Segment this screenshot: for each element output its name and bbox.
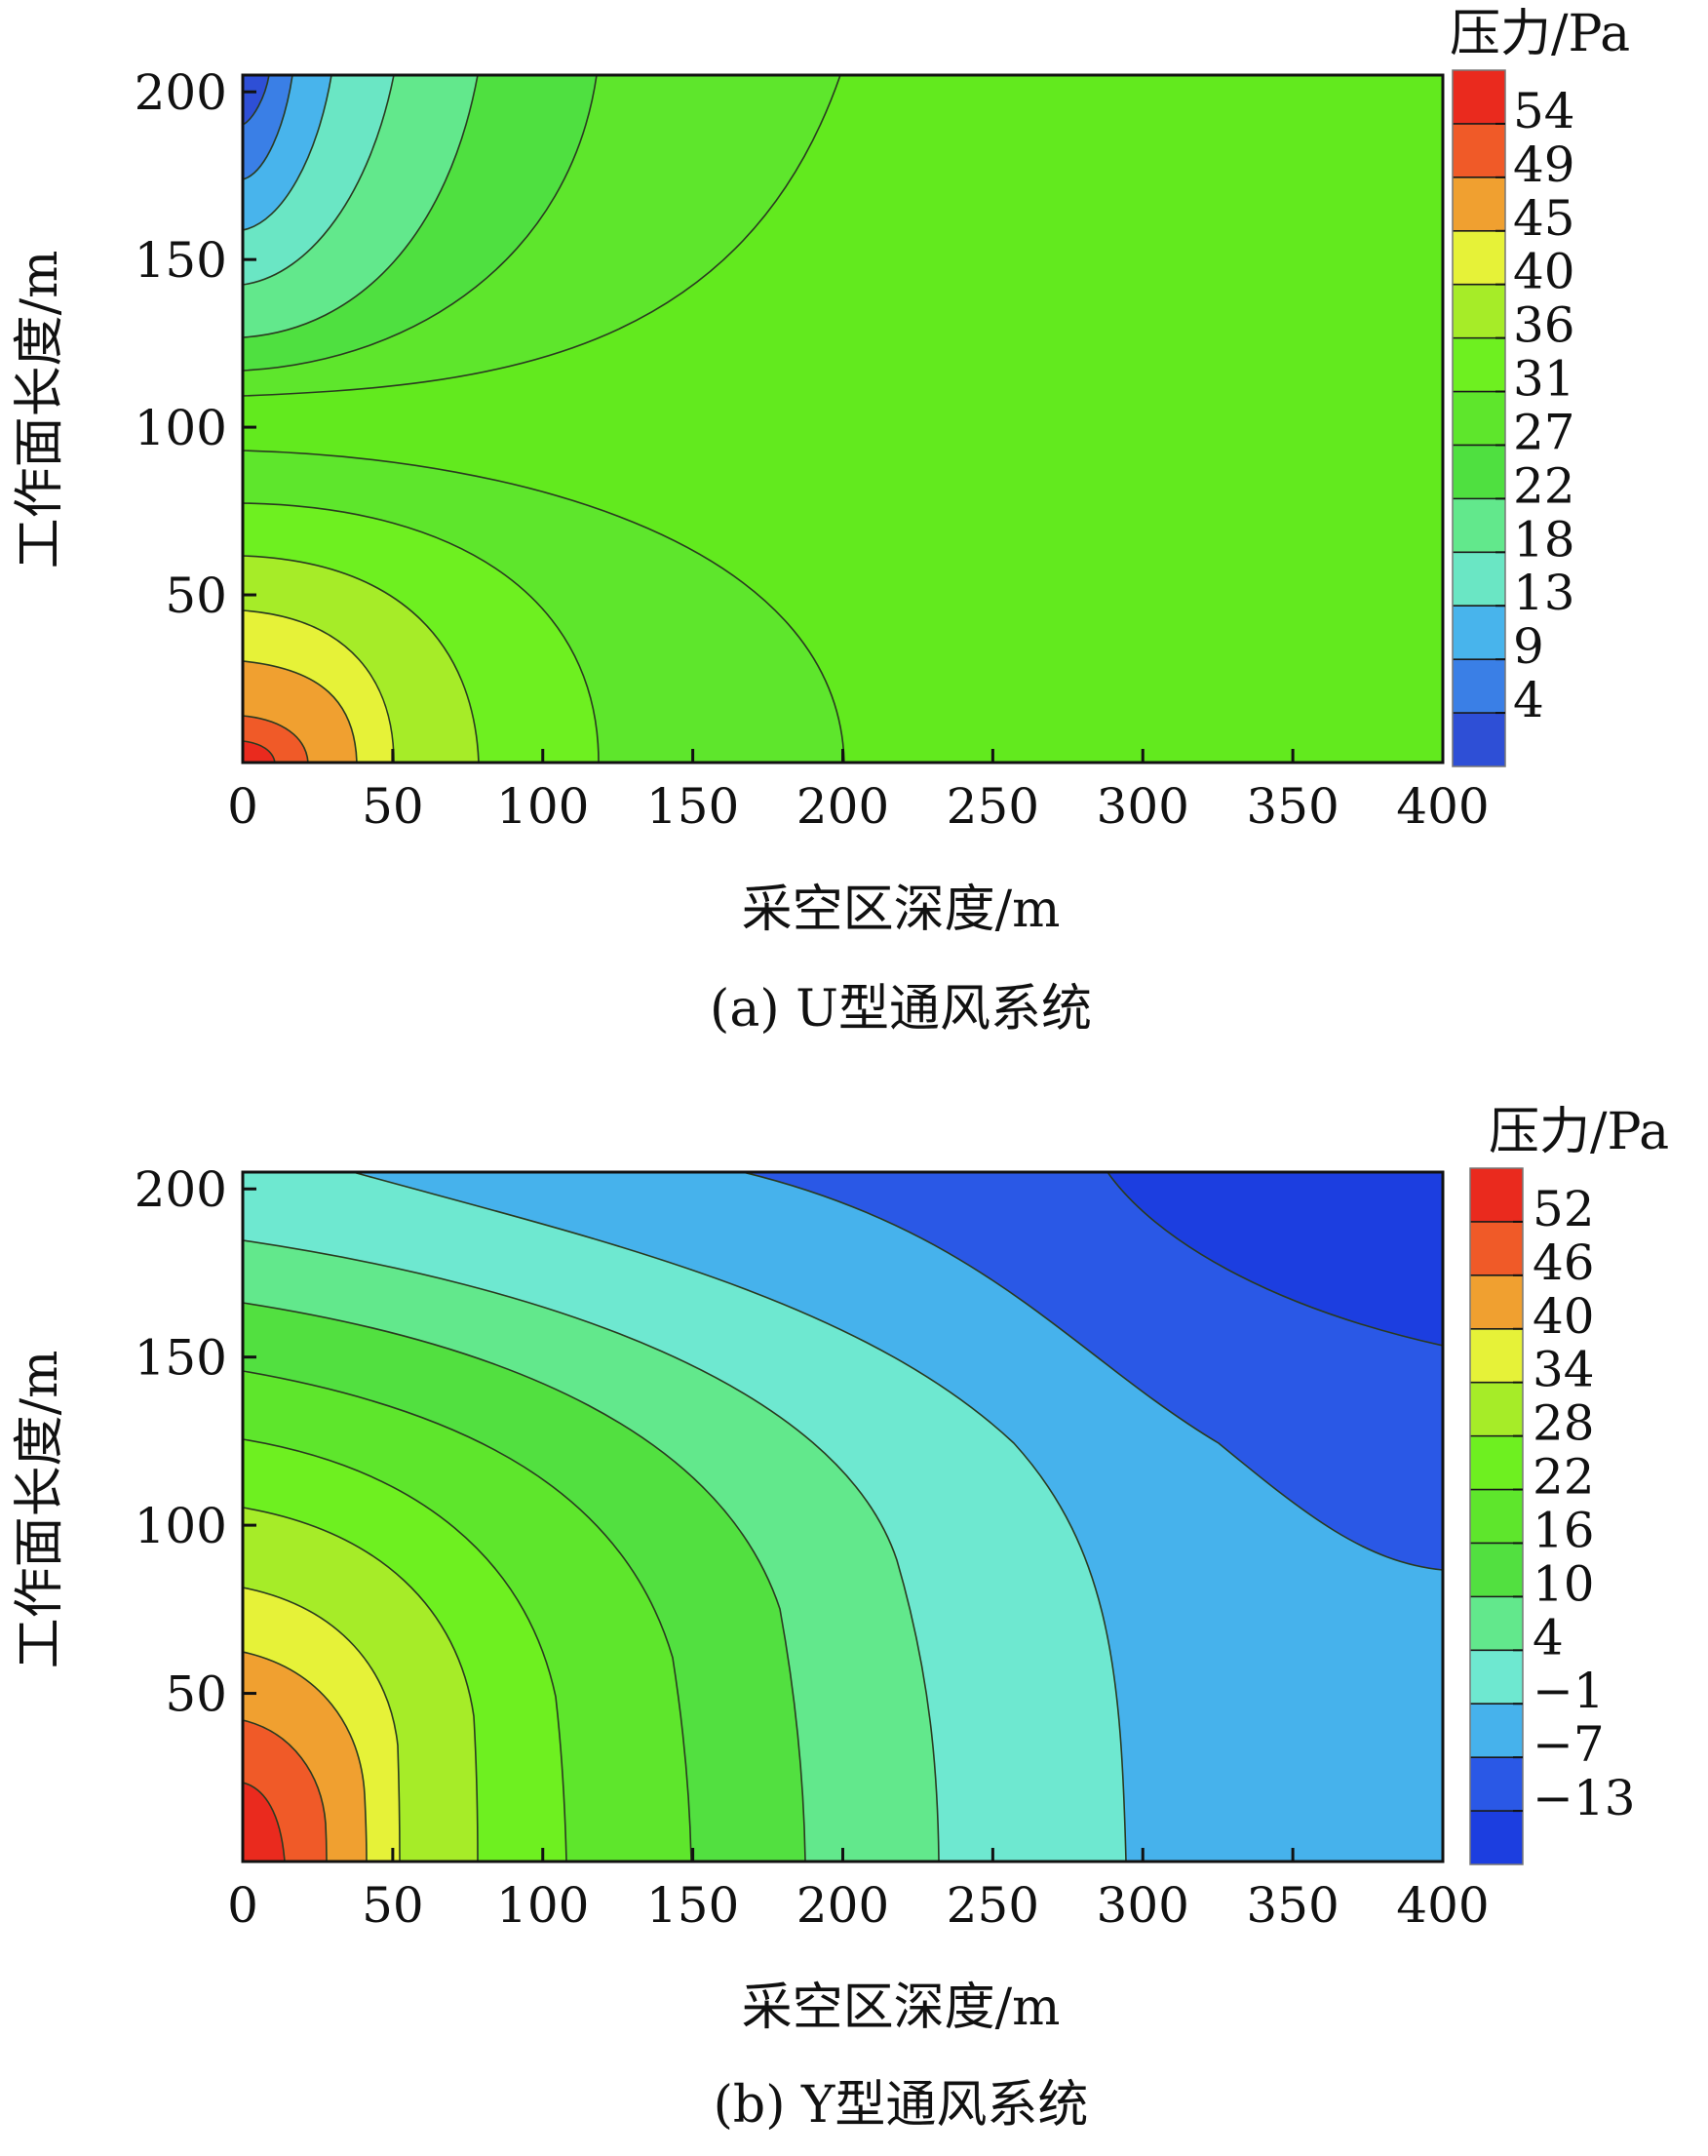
- x-tick-label: 150: [646, 1877, 739, 1934]
- y-axis-b: 50 100 150 200: [135, 1161, 256, 1723]
- colorbar-label: 46: [1533, 1235, 1595, 1291]
- panel-a: 0 50 100 150 200 250 300 350 400 50 100 150 200 采空区…: [11, 5, 1630, 1039]
- y-tick-label: 100: [135, 400, 227, 456]
- colorbar-swatch: [1453, 713, 1505, 767]
- colorbar-swatch: [1453, 70, 1505, 125]
- x-tick-label: 300: [1097, 1877, 1189, 1934]
- colorbar-title: 压力/Pa: [1450, 5, 1630, 63]
- y-tick-label: 150: [135, 1330, 227, 1387]
- colorbar-label: −13: [1533, 1770, 1636, 1826]
- colorbar-swatch: [1470, 1596, 1523, 1651]
- contour-plot-b: [243, 1172, 1443, 1862]
- colorbar-label: −7: [1533, 1716, 1605, 1773]
- y-tick-label: 200: [135, 64, 227, 121]
- x-tick-label: 0: [227, 1877, 258, 1934]
- colorbar-label: 31: [1513, 351, 1575, 408]
- colorbar-label: 4: [1513, 672, 1544, 728]
- colorbar-swatch: [1453, 230, 1505, 286]
- colorbar-label: 40: [1513, 244, 1575, 300]
- x-tick-label: 350: [1246, 1877, 1339, 1934]
- colorbar-label: 10: [1533, 1555, 1595, 1612]
- colorbar-swatch: [1470, 1811, 1523, 1865]
- colorbar-label: 16: [1533, 1502, 1595, 1558]
- colorbar-label: 49: [1513, 137, 1575, 193]
- colorbar-swatch: [1470, 1757, 1523, 1812]
- colorbar-swatch: [1470, 1489, 1523, 1544]
- colorbar-label: 4: [1533, 1609, 1564, 1666]
- colorbar-swatch: [1470, 1650, 1523, 1705]
- x-tick-label: 150: [646, 778, 739, 835]
- colorbar-frame: [1469, 1167, 1524, 1865]
- colorbar-swatch: [1453, 445, 1505, 499]
- x-axis-a: 0 50 100 150 200 250 300 350 400: [227, 749, 1490, 835]
- x-tick-label: 250: [947, 778, 1039, 835]
- y-tick-label: 150: [135, 232, 227, 289]
- x-axis-label: 采空区深度/m: [742, 1979, 1061, 2037]
- colorbar-title: 压力/Pa: [1489, 1103, 1669, 1161]
- x-tick-label: 250: [947, 1877, 1039, 1934]
- colorbar-swatch: [1470, 1328, 1523, 1384]
- colorbar-label: 52: [1533, 1181, 1595, 1237]
- colorbar-frame: [1452, 69, 1506, 767]
- colorbar-swatch: [1470, 1382, 1523, 1437]
- colorbar-swatch: [1453, 606, 1505, 660]
- colorbar-label: 45: [1513, 190, 1575, 247]
- x-tick-label: 0: [227, 778, 258, 835]
- y-axis-label: 工作面长度/m: [11, 251, 69, 569]
- x-tick-label: 100: [496, 778, 589, 835]
- y-tick-label: 50: [165, 1666, 227, 1723]
- colorbar-swatch: [1453, 123, 1505, 178]
- colorbar-swatch: [1470, 1168, 1523, 1223]
- x-tick-label: 50: [362, 1877, 424, 1934]
- x-tick-label: 50: [362, 778, 424, 835]
- colorbar-label: 40: [1533, 1288, 1595, 1345]
- y-axis-a: 50 100 150 200: [135, 64, 256, 624]
- colorbar-swatch: [1453, 284, 1505, 339]
- contour-plot-a: [243, 75, 1443, 763]
- x-tick-label: 400: [1396, 778, 1489, 835]
- colorbar-label: 36: [1513, 297, 1575, 354]
- colorbar-swatch: [1470, 1221, 1523, 1276]
- colorbar-swatch: [1453, 337, 1505, 393]
- colorbar-label: 27: [1513, 404, 1575, 460]
- x-axis-b: 0 50 100 150 200 250 300 350 400: [227, 1848, 1490, 1934]
- x-tick-label: 300: [1097, 778, 1189, 835]
- colorbar-swatch: [1470, 1543, 1523, 1597]
- colorbar-swatch: [1453, 659, 1505, 714]
- colorbar-label: 54: [1513, 83, 1575, 139]
- colorbar-label: 34: [1533, 1342, 1595, 1398]
- caption-a: (a) U型通风系统: [710, 980, 1092, 1039]
- colorbar-label: −1: [1533, 1663, 1605, 1719]
- colorbar-swatch: [1470, 1435, 1523, 1491]
- contour-band: [243, 740, 276, 763]
- y-tick-label: 100: [135, 1498, 227, 1554]
- x-tick-label: 200: [796, 1877, 889, 1934]
- x-tick-label: 200: [796, 778, 889, 835]
- panel-b: 0 50 100 150 200 250 300 350 400 50 100 150 200 采空区…: [11, 1103, 1669, 2135]
- caption-b: (b) Y型通风系统: [714, 2076, 1089, 2135]
- x-tick-label: 400: [1396, 1877, 1489, 1934]
- contour-band: [243, 75, 270, 126]
- y-tick-label: 50: [165, 568, 227, 624]
- y-tick-label: 200: [135, 1161, 227, 1218]
- x-tick-label: 100: [496, 1877, 589, 1934]
- colorbar-label: 28: [1533, 1395, 1595, 1452]
- colorbar-label: 9: [1513, 618, 1544, 675]
- colorbar-label: 22: [1533, 1449, 1595, 1506]
- colorbar-swatch: [1453, 176, 1505, 232]
- colorbar-label: 13: [1513, 565, 1575, 621]
- x-axis-label: 采空区深度/m: [742, 881, 1061, 939]
- colorbar-swatch: [1453, 498, 1505, 553]
- colorbar-label: 18: [1513, 511, 1575, 568]
- x-tick-label: 350: [1246, 778, 1339, 835]
- colorbar-swatch: [1453, 391, 1505, 446]
- colorbar-label: 22: [1513, 457, 1575, 514]
- y-axis-label: 工作面长度/m: [11, 1351, 69, 1669]
- colorbar-swatch: [1470, 1274, 1523, 1330]
- colorbar-swatch: [1453, 552, 1505, 607]
- colorbar-swatch: [1470, 1704, 1523, 1758]
